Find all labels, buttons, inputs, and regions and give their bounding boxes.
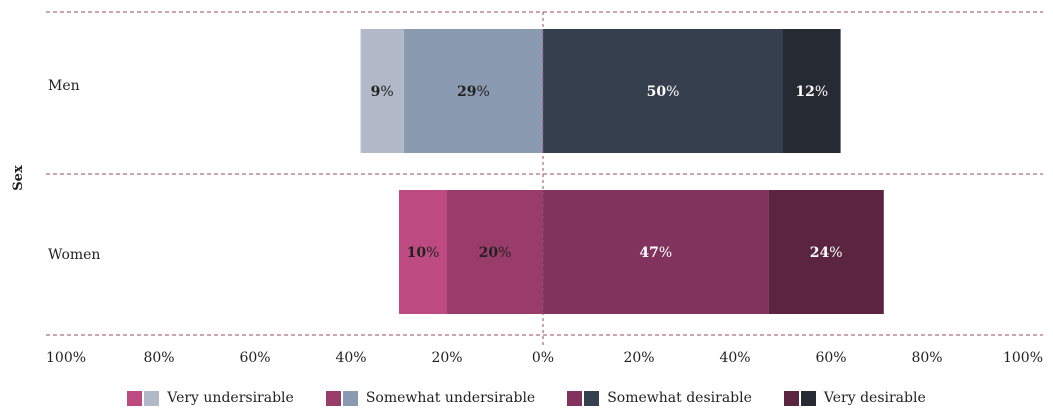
grid-lines xyxy=(46,11,1043,336)
legend-item: Very desirable xyxy=(783,390,926,406)
data-label-men-somewhat-desirable: 50% xyxy=(647,84,680,100)
data-label-men-very-undersirable: 9% xyxy=(371,84,394,100)
diverging-bar-chart: 29% 9% 50% 12% 20% 10% 47% 24% Men Women 100% 80%… xyxy=(11,11,1043,366)
legend-label: Very desirable xyxy=(823,390,926,406)
category-label: Men xyxy=(48,78,80,94)
x-tick-label: 100% xyxy=(46,350,86,366)
bar-men-very-desirable xyxy=(783,29,841,153)
legend: Very undersirable Somewhat undersirable So… xyxy=(0,390,1053,406)
legend-item: Somewhat undersirable xyxy=(325,390,536,406)
category-label: Women xyxy=(48,247,100,263)
legend-swatch xyxy=(800,390,816,406)
data-label-men-very-desirable: 12% xyxy=(795,84,828,100)
legend-swatch xyxy=(342,390,358,406)
legend-label: Somewhat desirable xyxy=(607,390,752,406)
bar-men-very-undersirable xyxy=(360,29,404,153)
x-tick-label: 60% xyxy=(815,350,846,366)
data-label-women-somewhat-undersirable: 20% xyxy=(479,245,512,261)
data-label-men-somewhat-undersirable: 29% xyxy=(457,84,490,100)
x-tick-label: 40% xyxy=(719,350,750,366)
x-tick-label: 80% xyxy=(911,350,942,366)
legend-swatch xyxy=(127,390,143,406)
x-axis-ticks: 100% 80% 60% 40% 20% 0% 20% 40% 60% 80% 100% xyxy=(46,350,1043,366)
x-tick-label: 100% xyxy=(1003,350,1043,366)
x-tick-label: 0% xyxy=(532,350,554,366)
legend-item: Very undersirable xyxy=(127,390,294,406)
legend-swatch xyxy=(144,390,160,406)
legend-swatch xyxy=(567,390,583,406)
legend-label: Somewhat undersirable xyxy=(365,390,536,406)
legend-swatch xyxy=(783,390,799,406)
bars: 29% 9% 50% 12% 20% 10% 47% 24% xyxy=(360,12,884,345)
x-tick-label: 20% xyxy=(431,350,462,366)
y-axis-title: Sex xyxy=(11,165,26,191)
legend-label: Very undersirable xyxy=(167,390,294,406)
x-tick-label: 40% xyxy=(335,350,366,366)
data-label-women-somewhat-desirable: 47% xyxy=(639,245,672,261)
data-label-women-very-desirable: 24% xyxy=(810,245,843,261)
bar-women-very-undersirable xyxy=(399,190,447,314)
bar-men-somewhat-undersirable xyxy=(403,29,543,153)
data-label-women-very-undersirable: 10% xyxy=(407,245,440,261)
legend-swatch xyxy=(584,390,600,406)
bar-men-somewhat-desirable xyxy=(543,29,783,153)
bar-women-somewhat-undersirable xyxy=(447,190,543,314)
category-labels: Men Women xyxy=(48,78,100,263)
x-tick-label: 20% xyxy=(623,350,654,366)
bar-women-very-desirable xyxy=(768,190,884,314)
bar-women-somewhat-desirable xyxy=(543,190,769,314)
x-tick-label: 60% xyxy=(239,350,270,366)
legend-item: Somewhat desirable xyxy=(567,390,752,406)
legend-swatch xyxy=(325,390,341,406)
x-tick-label: 80% xyxy=(143,350,174,366)
